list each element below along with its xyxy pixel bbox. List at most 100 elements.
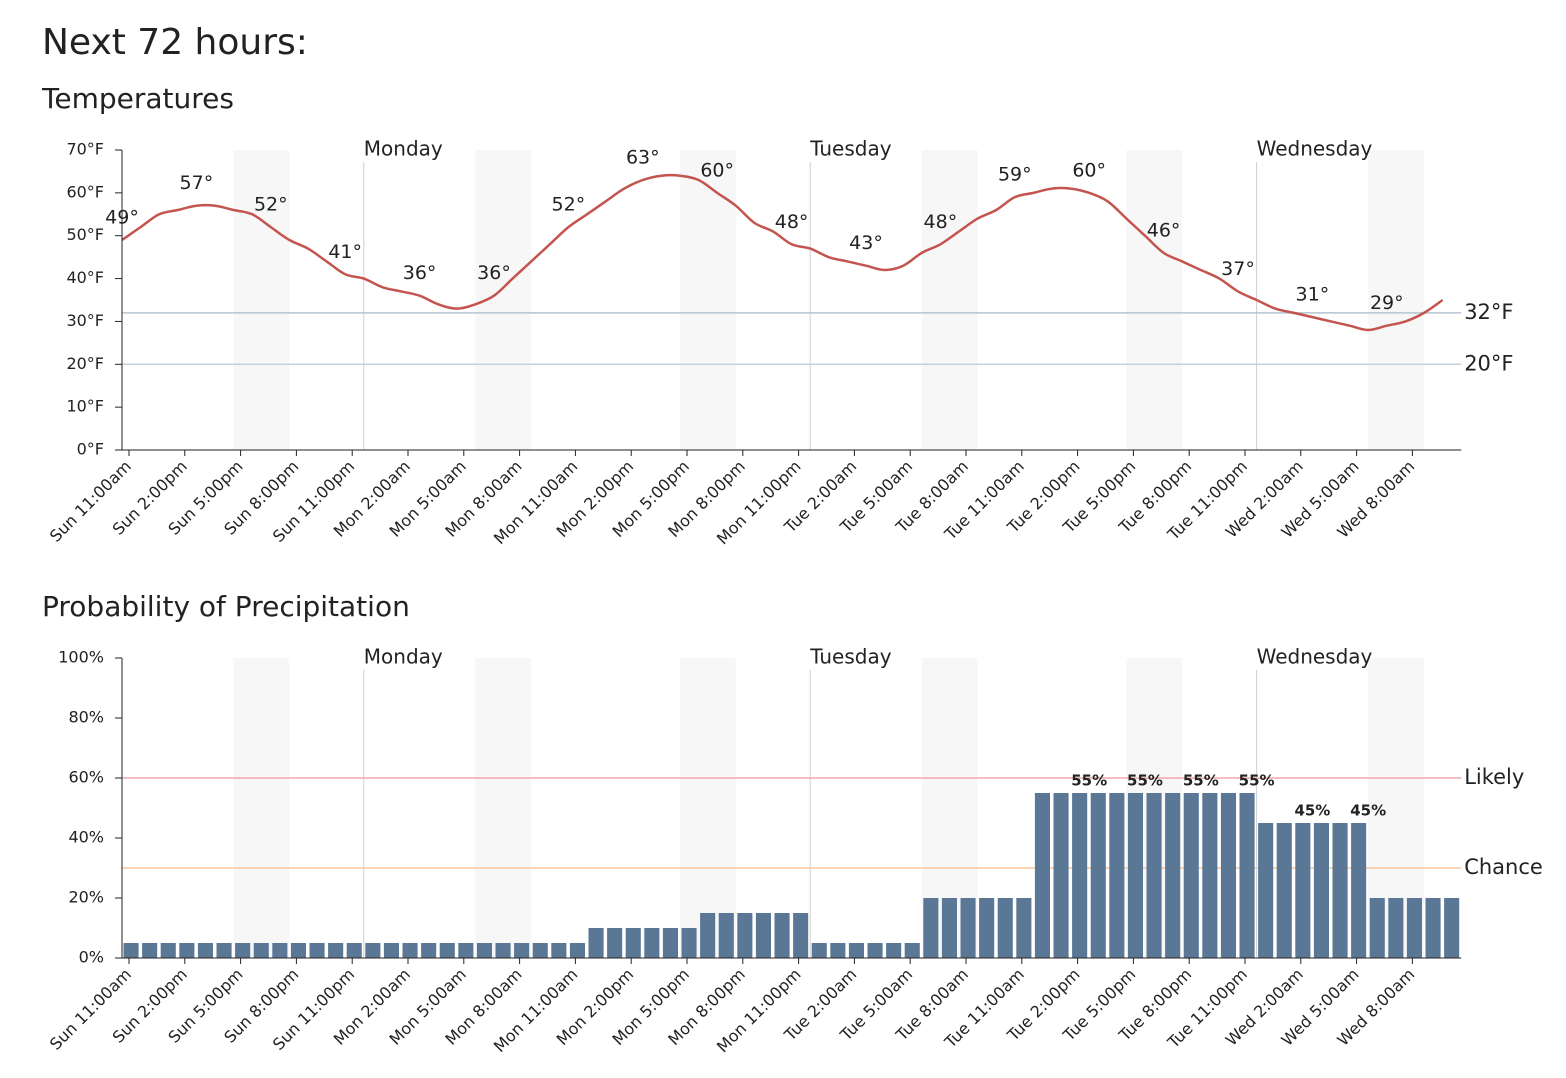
y-tick-label: 0% [79,948,104,967]
data-label: 41° [328,241,362,263]
data-label: 52° [552,194,586,216]
bar [439,943,455,958]
bar [551,943,567,958]
bar [365,943,381,958]
bar [235,943,251,958]
bar [793,913,809,958]
bar [421,943,437,958]
data-label: 31° [1296,284,1330,306]
bar [979,898,995,958]
bar [941,898,957,958]
bar [830,943,846,958]
y-tick-label: 20% [68,888,104,907]
day-label: Wednesday [1257,645,1373,669]
bar [383,943,399,958]
y-tick-label: 60% [68,768,104,787]
bar [923,898,939,958]
data-label: 37° [1221,258,1255,280]
bar [142,943,158,958]
day-label: Monday [364,137,443,161]
data-label: 63° [626,147,660,169]
bar [1165,793,1181,958]
bar [1146,793,1162,958]
data-label: 36° [477,262,511,284]
bar [179,943,195,958]
data-label: 46° [1147,219,1181,241]
data-label: 48° [775,211,809,233]
data-label: 60° [1072,159,1106,181]
bar [607,928,623,958]
night-shade [233,658,290,958]
night-shade [233,150,290,450]
bar [216,943,232,958]
bar [1425,898,1441,958]
bar [346,943,362,958]
bar [495,943,511,958]
bar [718,913,734,958]
y-tick-label: 80% [68,708,104,727]
bar [1388,898,1404,958]
data-label: 29° [1370,292,1404,314]
bar [1406,898,1422,958]
bar [848,943,864,958]
bar [1072,793,1088,958]
night-shade [680,658,736,958]
page-title: Next 72 hours: [42,22,308,63]
bar [1276,823,1292,958]
bar [1220,793,1236,958]
data-label: 55% [1239,772,1275,790]
data-label: 59° [998,164,1032,186]
bar [1053,793,1069,958]
bar [867,943,883,958]
y-tick-label: 0°F [77,440,104,459]
bar [1313,823,1329,958]
bar [904,943,920,958]
chart-title: Temperatures [41,82,234,115]
reference-label: Chance [1464,855,1543,879]
bar [402,943,418,958]
data-label: 52° [254,194,288,216]
reference-label: Likely [1464,765,1524,789]
bar [662,928,678,958]
bar [700,913,716,958]
data-label: 57° [180,172,214,194]
night-shade [1126,150,1183,450]
bar [644,928,660,958]
y-tick-label: 50°F [66,225,104,244]
bar [1369,898,1385,958]
bar [197,943,213,958]
bar [1332,823,1348,958]
chart-title: Probability of Precipitation [42,590,410,623]
data-label: 48° [924,211,958,233]
bar [1090,793,1106,958]
bar [160,943,176,958]
data-label: 60° [700,159,734,181]
bar [681,928,697,958]
bar [588,928,604,958]
bar [1351,823,1367,958]
bar [1109,793,1125,958]
y-tick-label: 40% [68,828,104,847]
night-shade [680,150,736,450]
day-label: Tuesday [809,645,892,669]
bar [755,913,771,958]
y-tick-label: 100% [58,648,104,667]
bar [1239,793,1255,958]
data-label: 45% [1350,802,1386,820]
data-label: 45% [1294,802,1330,820]
bar [1127,793,1143,958]
bar [737,913,753,958]
day-label: Wednesday [1257,137,1373,161]
bar [309,943,325,958]
reference-label: 32°F [1464,300,1513,324]
y-tick-label: 70°F [66,140,104,159]
bar [1444,898,1460,958]
data-label: 55% [1183,772,1219,790]
bar [514,943,530,958]
bar [476,943,492,958]
bar [328,943,344,958]
night-shade [921,150,978,450]
data-label: 43° [849,232,883,254]
